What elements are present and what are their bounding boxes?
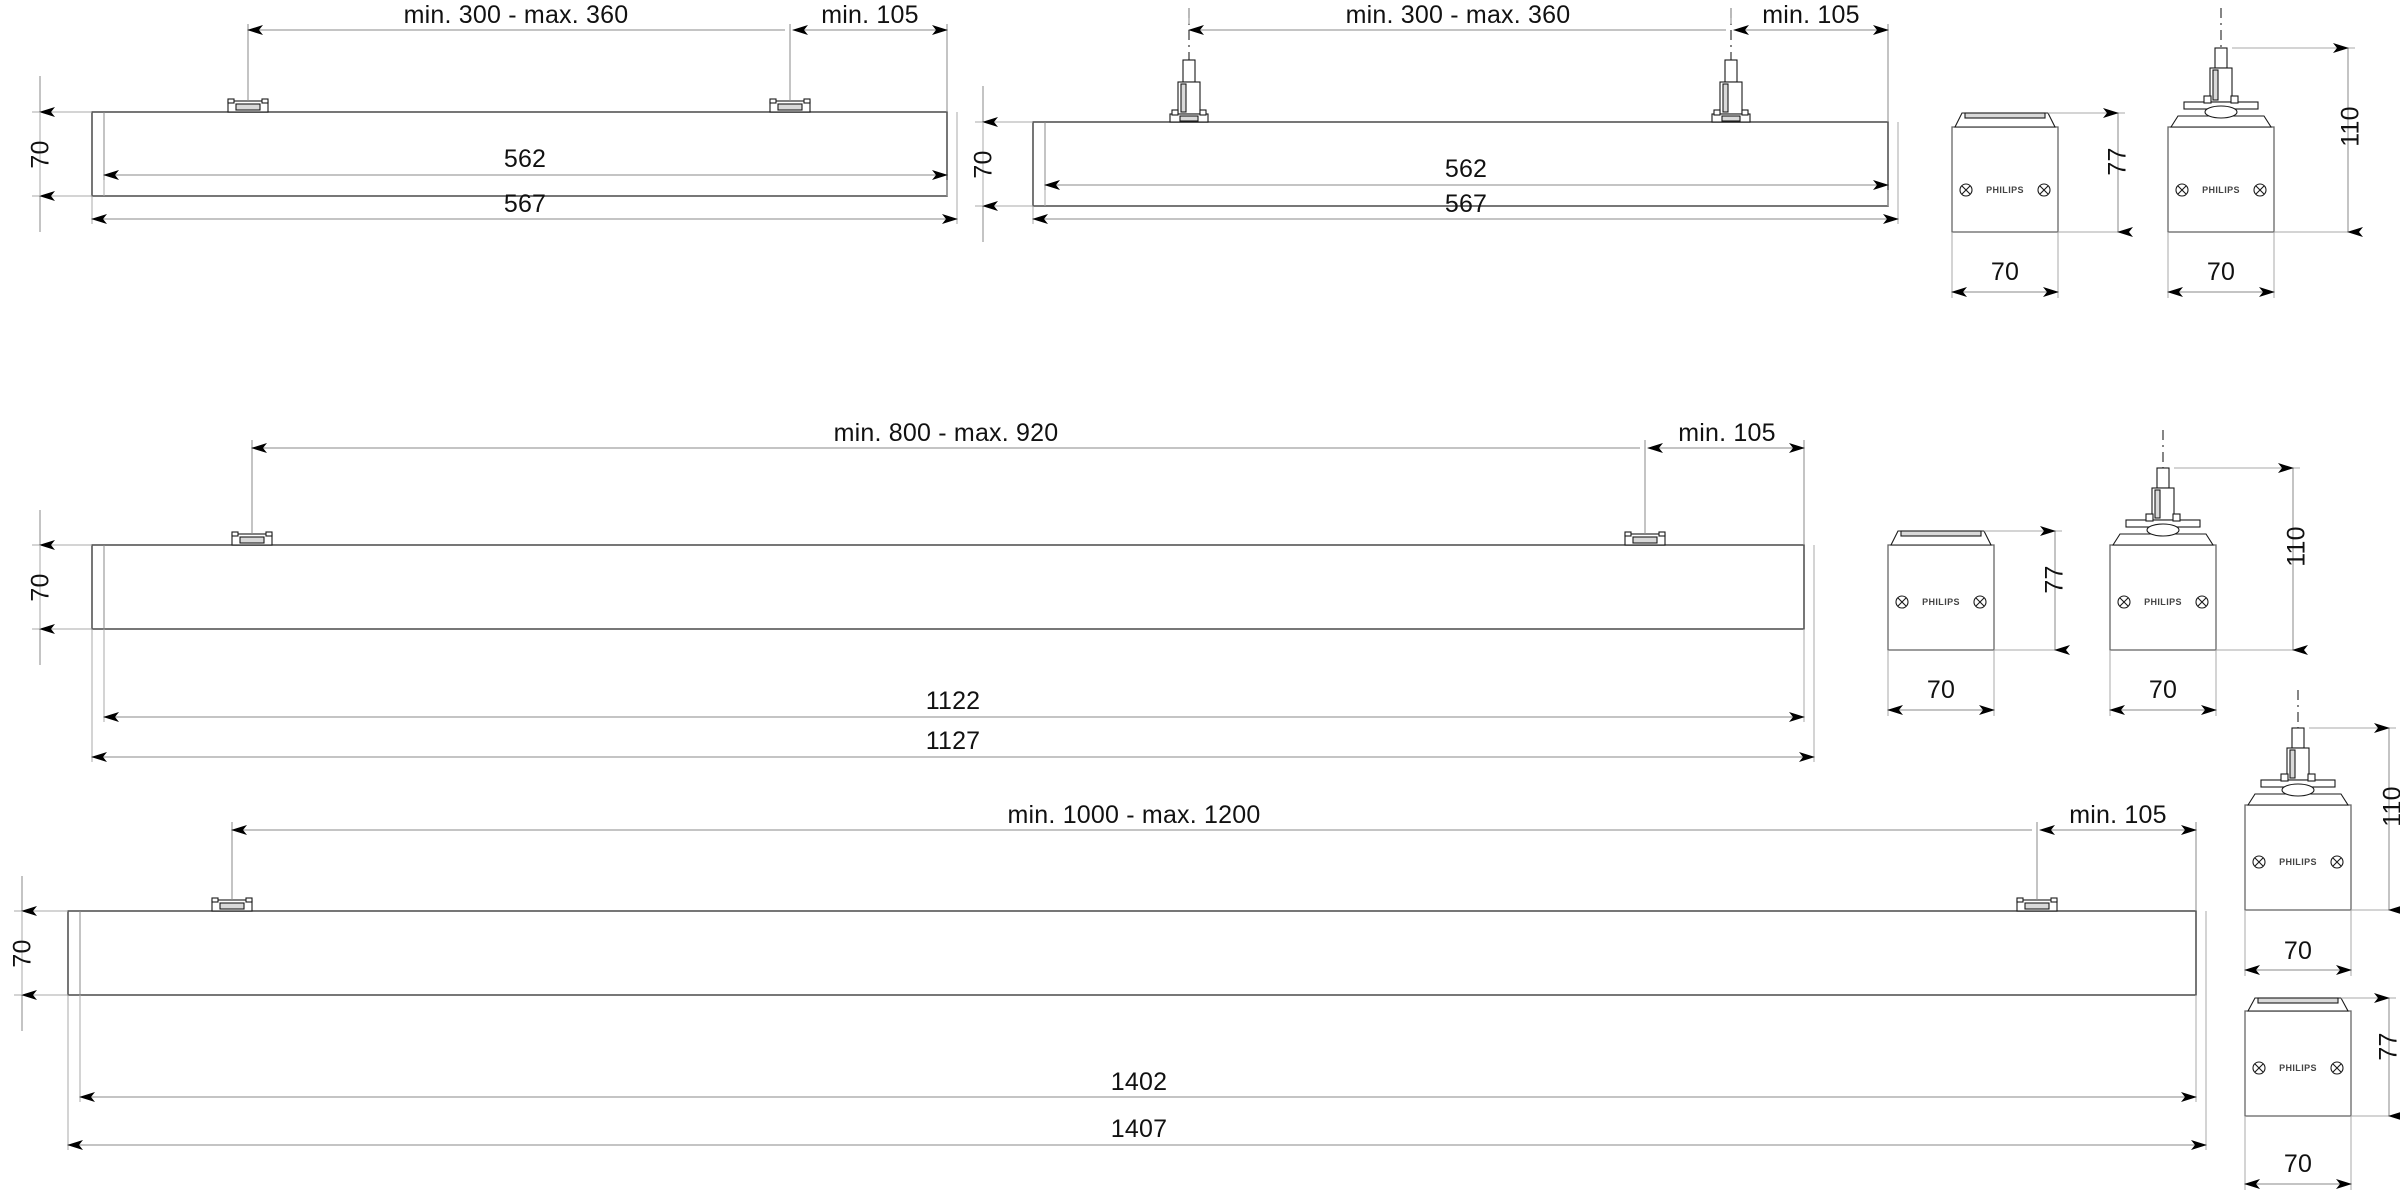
dim-label-row1-surface-end: min. 105 [821,1,919,29]
dim-label-end-r1-suspended-height: 110 [2336,106,2365,147]
view-row1-suspended [975,8,1899,242]
suspension-assembly [1711,8,1751,123]
dim-label-row3-span: min. 1000 - max. 1200 [1007,801,1261,829]
view-row3-surface [14,822,2207,1150]
dim-label-row1-surface-inner: 562 [503,145,547,173]
svg-text:PHILIPS: PHILIPS [2144,597,2182,607]
end-view-r1-suspended: PHILIPS [2167,8,2363,298]
dim-label-row2-end: min. 105 [1678,419,1776,447]
dim-label-row1-surface-outer: 567 [503,190,547,218]
dim-label-end-r1-suspended-width: 70 [2206,258,2236,286]
dim-label-row1-suspended-height: 70 [969,150,998,179]
dim-label-row2-height: 70 [26,573,55,602]
dim-label-end-r3-suspended-width: 70 [2283,937,2313,965]
dim-label-end-r2-surface-height: 77 [2040,565,2069,594]
svg-text:PHILIPS: PHILIPS [2279,857,2317,867]
dim-label-row3-inner: 1402 [1110,1068,1168,1096]
svg-text:PHILIPS: PHILIPS [1986,185,2024,195]
dim-label-end-r2-suspended-width: 70 [2148,676,2178,704]
suspension-assembly [1169,8,1209,123]
dim-label-row2-outer: 1127 [925,727,981,755]
end-view-r3-surface: PHILIPS [2244,993,2400,1190]
surface-bracket [1624,531,1666,546]
dim-label-end-r1-surface-height: 77 [2103,147,2132,176]
dim-label-end-r2-suspended-height: 110 [2282,526,2311,567]
view-row2-surface [32,440,1815,762]
svg-text:PHILIPS: PHILIPS [2279,1063,2317,1073]
end-view-r2-surface: PHILIPS [1887,526,2070,716]
dim-label-row3-outer: 1407 [1110,1115,1168,1143]
view-row1-surface [32,24,958,232]
dim-label-end-r1-surface-width: 70 [1990,258,2020,286]
dim-label-row2-span: min. 800 - max. 920 [833,419,1059,447]
dim-label-end-r3-suspended-height: 110 [2378,786,2400,827]
end-view-r2-suspended: PHILIPS [2109,430,2308,716]
dim-label-end-r3-surface-width: 70 [2283,1150,2313,1178]
dim-label-row1-suspended-inner: 562 [1444,155,1488,183]
dim-label-row2-inner: 1122 [925,687,981,715]
end-view-r1-surface: PHILIPS [1951,108,2133,298]
dim-label-row1-suspended-end: min. 105 [1762,1,1860,29]
surface-bracket [231,531,273,546]
dim-label-end-r2-surface-width: 70 [1926,676,1956,704]
surface-bracket [2016,897,2058,912]
dim-label-row3-height: 70 [8,939,37,968]
dim-label-row1-surface-height: 70 [26,140,55,169]
dim-label-row1-suspended-span: min. 300 - max. 360 [1345,1,1571,29]
dim-label-row3-end: min. 105 [2069,801,2167,829]
dim-label-end-r3-surface-height: 77 [2374,1032,2400,1061]
svg-text:PHILIPS: PHILIPS [2202,185,2240,195]
end-view-r3-suspended: PHILIPS [2244,690,2400,976]
dim-label-row1-surface-span: min. 300 - max. 360 [403,1,629,29]
dim-label-row1-suspended-outer: 567 [1444,190,1488,218]
svg-text:PHILIPS: PHILIPS [1922,597,1960,607]
